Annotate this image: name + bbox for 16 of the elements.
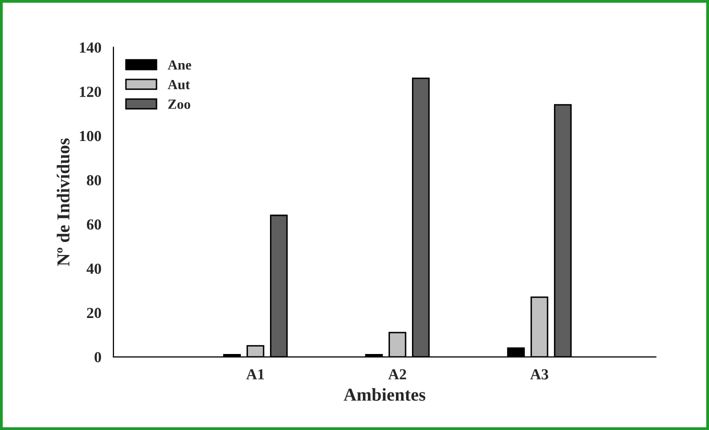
x-axis-title: Ambientes (344, 388, 426, 401)
y-tick-label: 140 (80, 42, 102, 53)
y-axis-title: Nº de Indivíduos (56, 138, 70, 266)
y-tick-label: 120 (80, 86, 102, 97)
legend-label: Aut (168, 80, 190, 90)
y-tick-label: 40 (86, 264, 102, 274)
y-tick-label: 20 (87, 308, 102, 318)
y-tick-label: 60 (86, 219, 102, 230)
y-tick-label: 80 (86, 175, 102, 186)
legend-label: Zoo (168, 100, 190, 109)
legend-label: Ane (168, 60, 192, 70)
y-tick-label: 100 (80, 130, 102, 142)
x-tick-label: A3 (530, 369, 548, 380)
y-tick-label: 0 (94, 352, 102, 362)
x-tick-label: A1 (246, 369, 264, 380)
x-tick-label: A2 (388, 369, 406, 380)
